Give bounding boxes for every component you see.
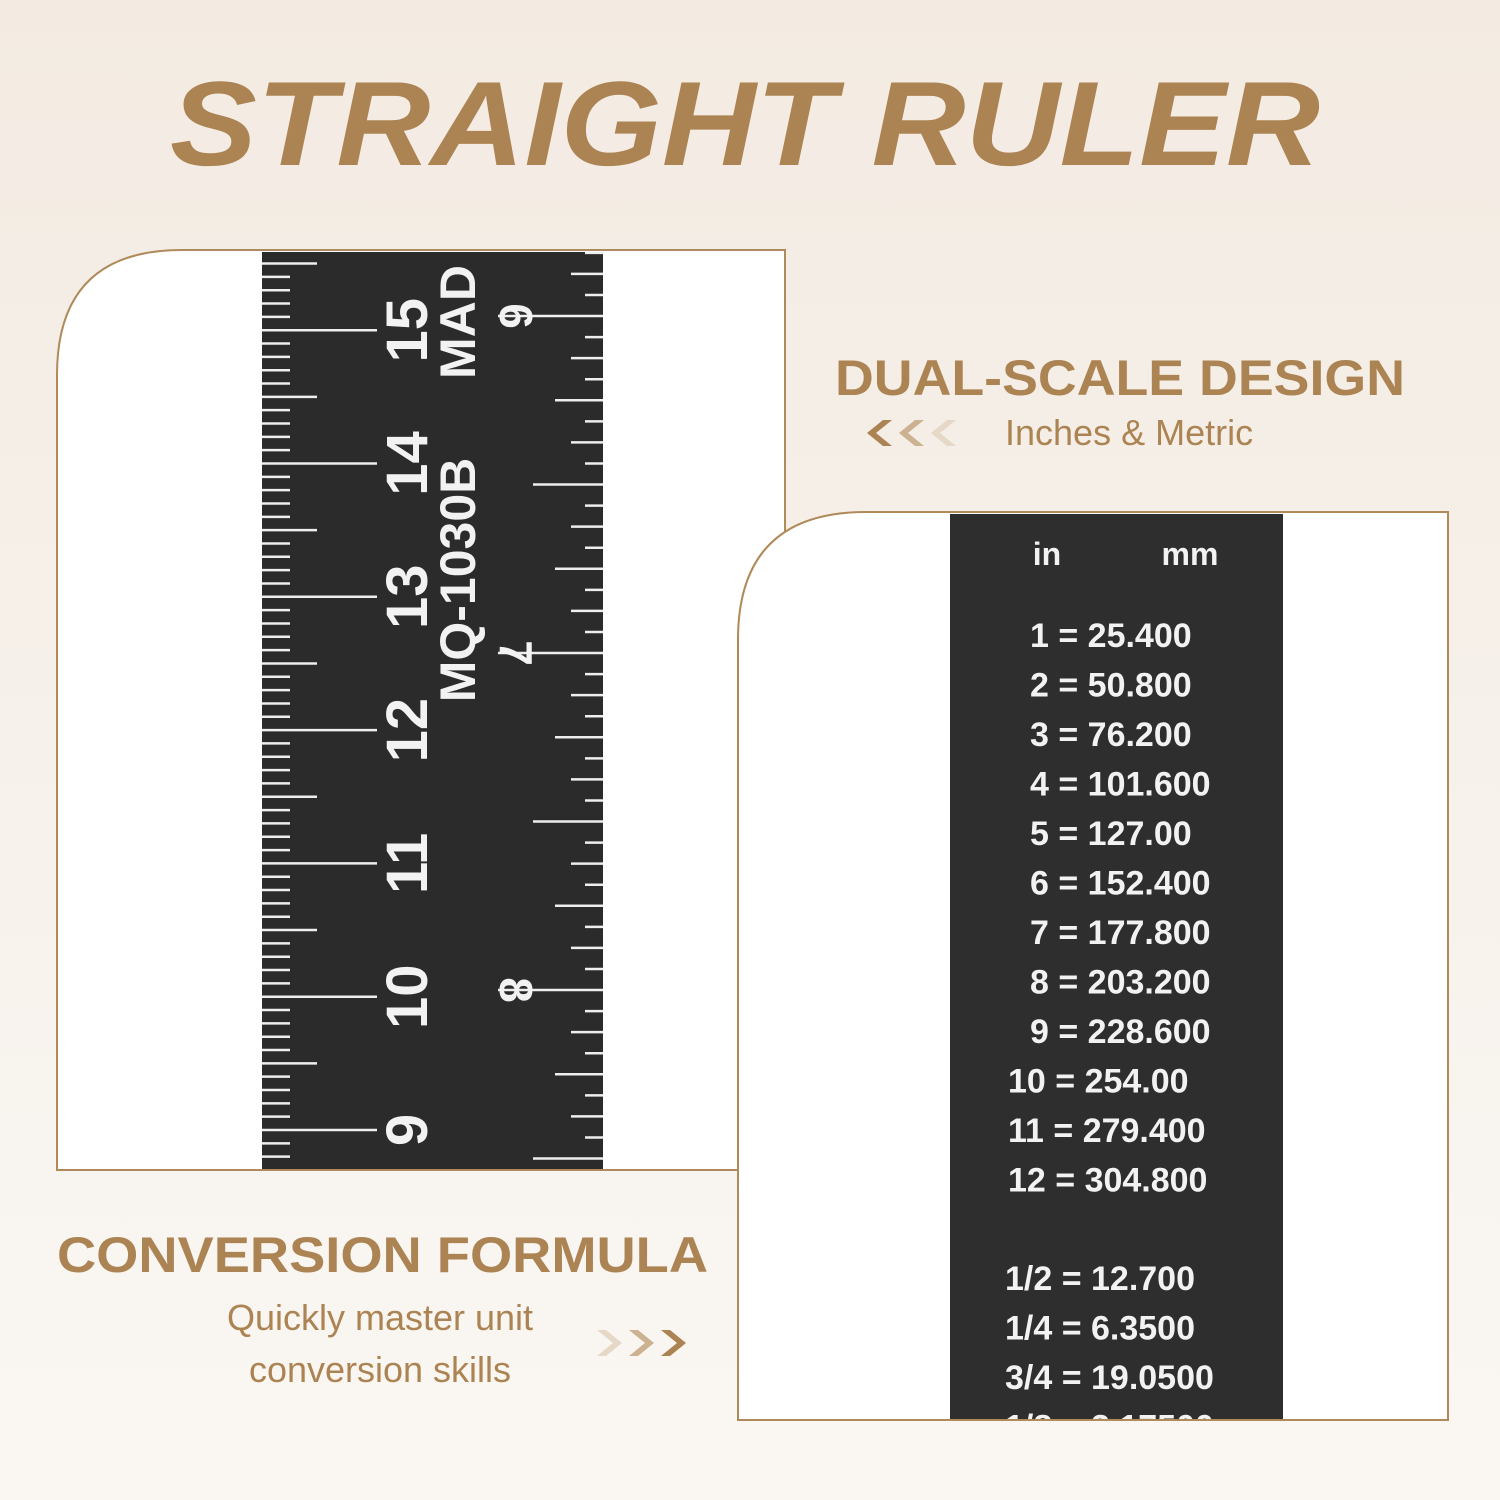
feature-subheading: Inches & Metric — [1005, 412, 1253, 453]
feature-heading: CONVERSION FORMULA — [57, 1227, 708, 1283]
feature-subheading: Quickly master unit — [227, 1297, 533, 1338]
conversion-row: 4 = 101.600 — [1030, 766, 1211, 804]
chevron — [661, 1330, 686, 1356]
conversion-row: 3/4 = 19.0500 — [1005, 1359, 1214, 1397]
chevrons-left — [867, 420, 956, 446]
inch-label: 8 — [490, 977, 542, 1003]
feature-subheading: conversion skills — [249, 1349, 511, 1390]
conversion-row: 12 = 304.800 — [1008, 1162, 1207, 1200]
conversion-row: 3 = 76.200 — [1030, 716, 1192, 754]
title: STRAIGHT RULER — [170, 57, 1320, 191]
maker-text: MAD — [430, 265, 486, 379]
conversion-row: 6 = 152.400 — [1030, 865, 1211, 903]
cm-label: 9 — [375, 1114, 440, 1146]
conversion-ruler: in mm 1 = 25.400 2 = 50.800 3 = 76.200 4 = … — [950, 514, 1283, 1447]
conversion-row: 1 = 25.400 — [1030, 617, 1192, 655]
conversion-row: 10 = 254.00 — [1008, 1063, 1189, 1101]
model-number: MQ-1030B — [430, 458, 486, 703]
ruler-body — [262, 252, 603, 1169]
cm-label: 10 — [375, 964, 440, 1029]
conversion-row: 8 = 203.200 — [1030, 964, 1211, 1002]
chevron — [597, 1330, 622, 1356]
column-header: in — [1033, 536, 1061, 572]
conversion-row: 11 = 279.400 — [1008, 1112, 1206, 1150]
conversion-row: 1/4 = 6.3500 — [1005, 1310, 1195, 1348]
conversion-row: 1/8 = 3.17500 — [1005, 1409, 1214, 1447]
cm-label: 15 — [375, 298, 440, 363]
chevron — [629, 1330, 654, 1356]
inch-label: 6 — [490, 303, 542, 329]
conversion-row: 2 = 50.800 — [1030, 667, 1192, 705]
cm-label: 11 — [375, 833, 440, 894]
inch-label: 7 — [490, 640, 542, 666]
column-header: mm — [1162, 536, 1219, 572]
chevron — [899, 420, 924, 446]
conversion-row: 7 = 177.800 — [1030, 914, 1211, 952]
ruler-body — [950, 514, 1283, 1419]
cm-label: 14 — [375, 431, 440, 496]
ruler: 9 10 11 12 13 14 15 8 7 6 MQ-1030B MAD — [262, 252, 603, 1169]
conversion-row: 1/2 = 12.700 — [1005, 1260, 1195, 1298]
chevron — [931, 420, 956, 446]
cm-label: 13 — [375, 565, 440, 630]
feature-heading: DUAL-SCALE DESIGN — [835, 350, 1405, 406]
cm-label: 12 — [375, 698, 440, 763]
conversion-row: 9 = 228.600 — [1030, 1013, 1211, 1051]
chevrons-right — [597, 1330, 686, 1356]
conversion-row: 5 = 127.00 — [1030, 815, 1192, 853]
chevron — [867, 420, 892, 446]
